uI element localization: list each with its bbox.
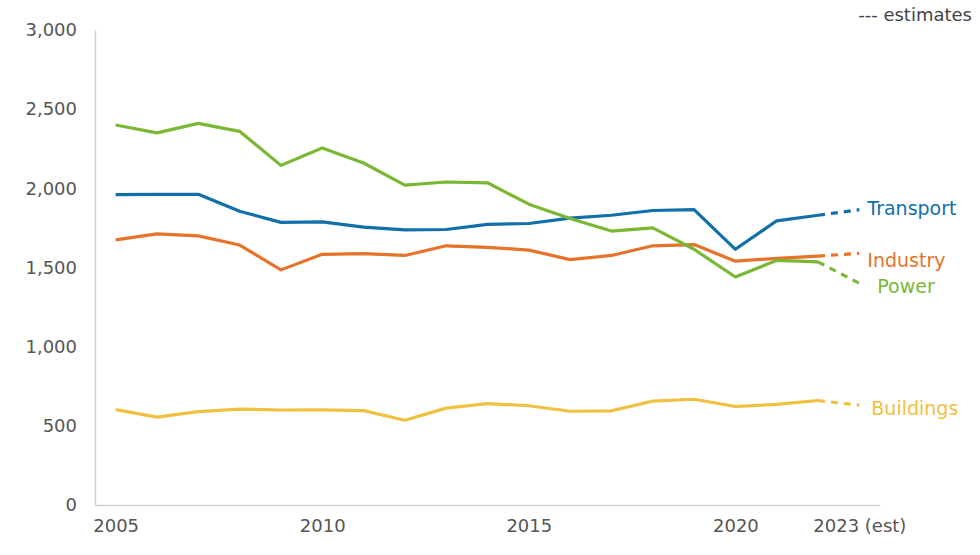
estimates-note: --- estimates: [858, 4, 972, 25]
x-axis-line: [96, 505, 881, 507]
series-label: Transport: [866, 197, 956, 219]
x-tick: 2023 (est): [813, 505, 906, 536]
x-tick-label: 2005: [93, 515, 139, 536]
y-axis: 0 500 1,000 1,500 2,000 2,500 3,000: [25, 19, 95, 515]
series-label: Power: [877, 275, 935, 297]
x-tick: 2005: [93, 505, 139, 536]
series-label: Buildings: [871, 397, 958, 419]
chart: 0 500 1,000 1,500 2,000 2,500 3,000 2005 2010 201…: [0, 0, 980, 555]
series-label: Industry: [867, 249, 945, 271]
x-tick: 2010: [300, 505, 346, 536]
series-estimate-line: [818, 253, 859, 256]
series-estimate-line: [818, 401, 859, 406]
x-tick-label: 2010: [300, 515, 346, 536]
y-tick: 1,500: [25, 257, 95, 278]
series-line: [116, 234, 818, 270]
y-tick: 2,000: [25, 178, 95, 199]
x-axis: 2005 2010 2015 2020 2023 (est): [93, 505, 906, 536]
y-tick-label: 1,000: [25, 336, 77, 357]
series-estimate-line: [818, 262, 859, 283]
series-estimate-line: [818, 210, 859, 216]
y-tick-label: 1,500: [25, 257, 77, 278]
y-tick: 2,500: [25, 98, 95, 119]
y-tick: 500: [43, 415, 95, 436]
series-line: [116, 123, 818, 277]
y-tick-label: 2,500: [25, 98, 77, 119]
y-tick-label: 3,000: [25, 19, 77, 40]
y-tick-label: 0: [66, 494, 77, 515]
x-tick: 2015: [506, 505, 552, 536]
y-tick-label: 500: [43, 415, 77, 436]
x-tick: 2020: [713, 505, 759, 536]
x-tick-label: 2015: [506, 515, 552, 536]
x-tick-label: 2020: [713, 515, 759, 536]
y-tick: 3,000: [25, 19, 95, 40]
y-axis-line: [95, 31, 97, 506]
plot-area: [116, 123, 860, 420]
y-tick: 1,000: [25, 336, 95, 357]
y-tick-label: 2,000: [25, 178, 77, 199]
series-line: [116, 399, 818, 420]
x-tick-label: 2023 (est): [813, 515, 906, 536]
y-tick: 0: [66, 494, 95, 515]
